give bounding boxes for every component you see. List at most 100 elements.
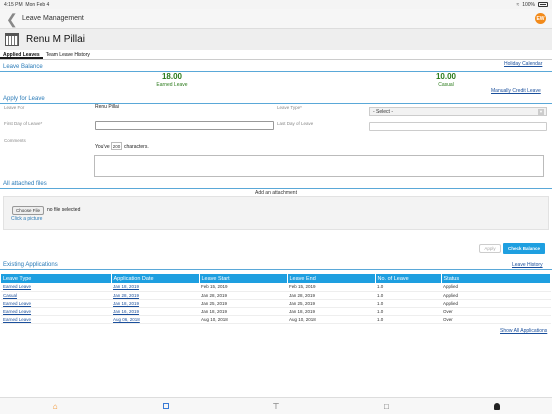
col-leave-end[interactable]: Leave End	[287, 274, 376, 283]
casual-leave-label: Casual	[438, 82, 454, 88]
casual-leave-value: 10.00	[435, 72, 457, 81]
profile-name: Renu M Pillai	[26, 34, 85, 45]
leave-end-cell: Jan 28, 2019	[287, 291, 375, 300]
user-icon[interactable]	[492, 401, 502, 411]
table-row: Earned Leave Jan 18, 2019 Jan 25, 2019 J…	[1, 299, 551, 308]
col-status[interactable]: Status	[441, 274, 551, 283]
leave-end-cell: Feb 15, 2019	[287, 283, 375, 292]
earned-leave-value: 18.00	[161, 72, 183, 81]
leave-type-link[interactable]: Earned Leave	[3, 300, 32, 306]
application-date-link[interactable]: Jan 16, 2019	[113, 308, 140, 314]
navbar: ❮ Leave Management EW	[0, 9, 552, 29]
table-row: Earned Leave Jan 16, 2019 Jan 18, 2019 J…	[1, 307, 551, 316]
status-bar: 4:15 PM Mon Feb 4 ≈ 100%	[0, 0, 552, 9]
leave-type-link[interactable]: Earned Leave	[3, 284, 32, 290]
col-no-of-leave[interactable]: No. of Leave	[375, 274, 442, 283]
no-of-leave-cell: 1.0	[375, 283, 441, 292]
back-chevron-icon[interactable]: ❮	[6, 10, 18, 27]
leave-start-cell: Feb 15, 2019	[199, 283, 287, 292]
leave-history-link[interactable]: Leave History	[512, 262, 543, 268]
status-cell: Applied	[441, 299, 551, 308]
apply-leave-title: Apply for Leave	[3, 96, 45, 102]
application-date-link[interactable]: Aug 06, 2018	[113, 316, 140, 322]
battery-icon	[538, 2, 548, 7]
leave-balance-title: Leave Balance	[3, 64, 43, 70]
check-balance-button[interactable]: Check Balance	[503, 243, 545, 254]
status-date: Mon Feb 4	[25, 1, 50, 8]
leave-start-cell: Aug 10, 2018	[199, 315, 287, 324]
chars-remaining: 200	[111, 142, 122, 150]
status-cell: Applied	[441, 291, 551, 300]
profile-header: Renu M Pillai	[0, 29, 552, 50]
leave-for-label: Leave For	[4, 105, 25, 110]
no-file-text: no file selected	[47, 207, 81, 213]
chars-prefix: You've	[95, 144, 110, 150]
table-row: Casual Jan 28, 2019 Jan 28, 2019 Jan 28,…	[1, 291, 551, 300]
table-header-row: Leave Type Application Date Leave Start …	[1, 274, 551, 283]
leave-for-value: Renu Pillai	[95, 104, 119, 110]
leave-type-select[interactable]: - Select - ▼	[369, 107, 547, 116]
leave-end-cell: Aug 10, 2018	[287, 315, 375, 324]
col-leave-start[interactable]: Leave Start	[199, 274, 288, 283]
application-date-link[interactable]: Jan 28, 2019	[113, 292, 140, 298]
divider	[0, 269, 552, 270]
square-icon[interactable]	[161, 401, 171, 411]
earned-leave-label: Earned Leave	[156, 82, 188, 88]
no-of-leave-cell: 1.0	[375, 307, 441, 316]
leave-end-cell: Jan 25, 2019	[287, 299, 375, 308]
existing-applications-title: Existing Applications	[3, 262, 58, 268]
add-attachment-label: Add an attachment	[255, 190, 297, 196]
table-row: Earned Leave Aug 06, 2018 Aug 10, 2018 A…	[1, 315, 551, 324]
no-of-leave-cell: 1.0	[375, 299, 441, 308]
attachment-panel: Choose File no file selected Click a pic…	[3, 196, 549, 230]
chevron-down-icon: ▼	[538, 109, 544, 115]
apply-button[interactable]: Apply	[479, 244, 501, 253]
click-picture-link[interactable]: Click a picture	[11, 216, 43, 222]
leave-start-cell: Jan 25, 2019	[199, 299, 287, 308]
holiday-calendar-link[interactable]: Holiday Calendar	[504, 61, 543, 67]
chat-icon[interactable]: □	[383, 401, 389, 411]
no-of-leave-cell: 1.0	[375, 291, 441, 300]
bottom-tab-bar: ⌂ ⊤ □	[0, 397, 552, 414]
tabs: Applied Leaves Team Leave History	[0, 50, 552, 60]
leave-end-cell: Jan 18, 2019	[287, 307, 375, 316]
manually-credit-leave-link[interactable]: Manually Credit Leave	[491, 88, 541, 94]
leave-type-link[interactable]: Casual	[3, 292, 18, 298]
hierarchy-icon[interactable]: ⊤	[272, 401, 280, 411]
calendar-icon	[5, 33, 19, 46]
show-all-applications-link[interactable]: Show All Applications	[500, 328, 548, 334]
table-row: Earned Leave Jan 18, 2019 Feb 15, 2019 F…	[1, 283, 551, 292]
status-time: 4:15 PM	[4, 1, 23, 8]
brand-logo[interactable]: EW	[535, 13, 546, 24]
leave-type-link[interactable]: Earned Leave	[3, 308, 32, 314]
page-title: Leave Management	[22, 15, 84, 22]
last-day-input[interactable]	[369, 122, 547, 131]
tab-team-leave-history[interactable]: Team Leave History	[45, 52, 90, 58]
status-cell: Applied	[441, 283, 551, 292]
leave-type-selected: - Select -	[373, 109, 394, 115]
home-icon[interactable]: ⌂	[52, 401, 58, 411]
col-application-date[interactable]: Application Date	[111, 274, 200, 283]
comments-textarea[interactable]	[94, 155, 544, 177]
attached-files-title: All attached files	[3, 181, 47, 187]
application-date-link[interactable]: Jan 18, 2019	[113, 300, 140, 306]
tab-applied-leaves[interactable]: Applied Leaves	[0, 50, 43, 59]
battery-percent: 100%	[522, 1, 535, 8]
wifi-icon: ≈	[516, 1, 520, 8]
choose-file-button[interactable]: Choose File	[12, 206, 45, 215]
status-cell: Over	[441, 315, 551, 324]
leave-type-label: Leave Type*	[277, 105, 302, 110]
application-date-link[interactable]: Jan 18, 2019	[113, 284, 140, 290]
leave-start-cell: Jan 18, 2019	[199, 307, 287, 316]
chars-suffix: characters.	[124, 144, 149, 150]
divider	[0, 71, 552, 72]
last-day-label: Last Day of Leave	[277, 121, 314, 126]
no-of-leave-cell: 1.0	[375, 315, 441, 324]
col-leave-type[interactable]: Leave Type	[1, 274, 112, 283]
status-cell: Over	[441, 307, 551, 316]
divider	[0, 103, 552, 104]
applications-table: Leave Type Application Date Leave Start …	[1, 274, 551, 324]
first-day-label: First Day of Leave*	[4, 121, 43, 126]
leave-type-link[interactable]: Earned Leave	[3, 316, 32, 322]
first-day-input[interactable]	[95, 121, 274, 130]
